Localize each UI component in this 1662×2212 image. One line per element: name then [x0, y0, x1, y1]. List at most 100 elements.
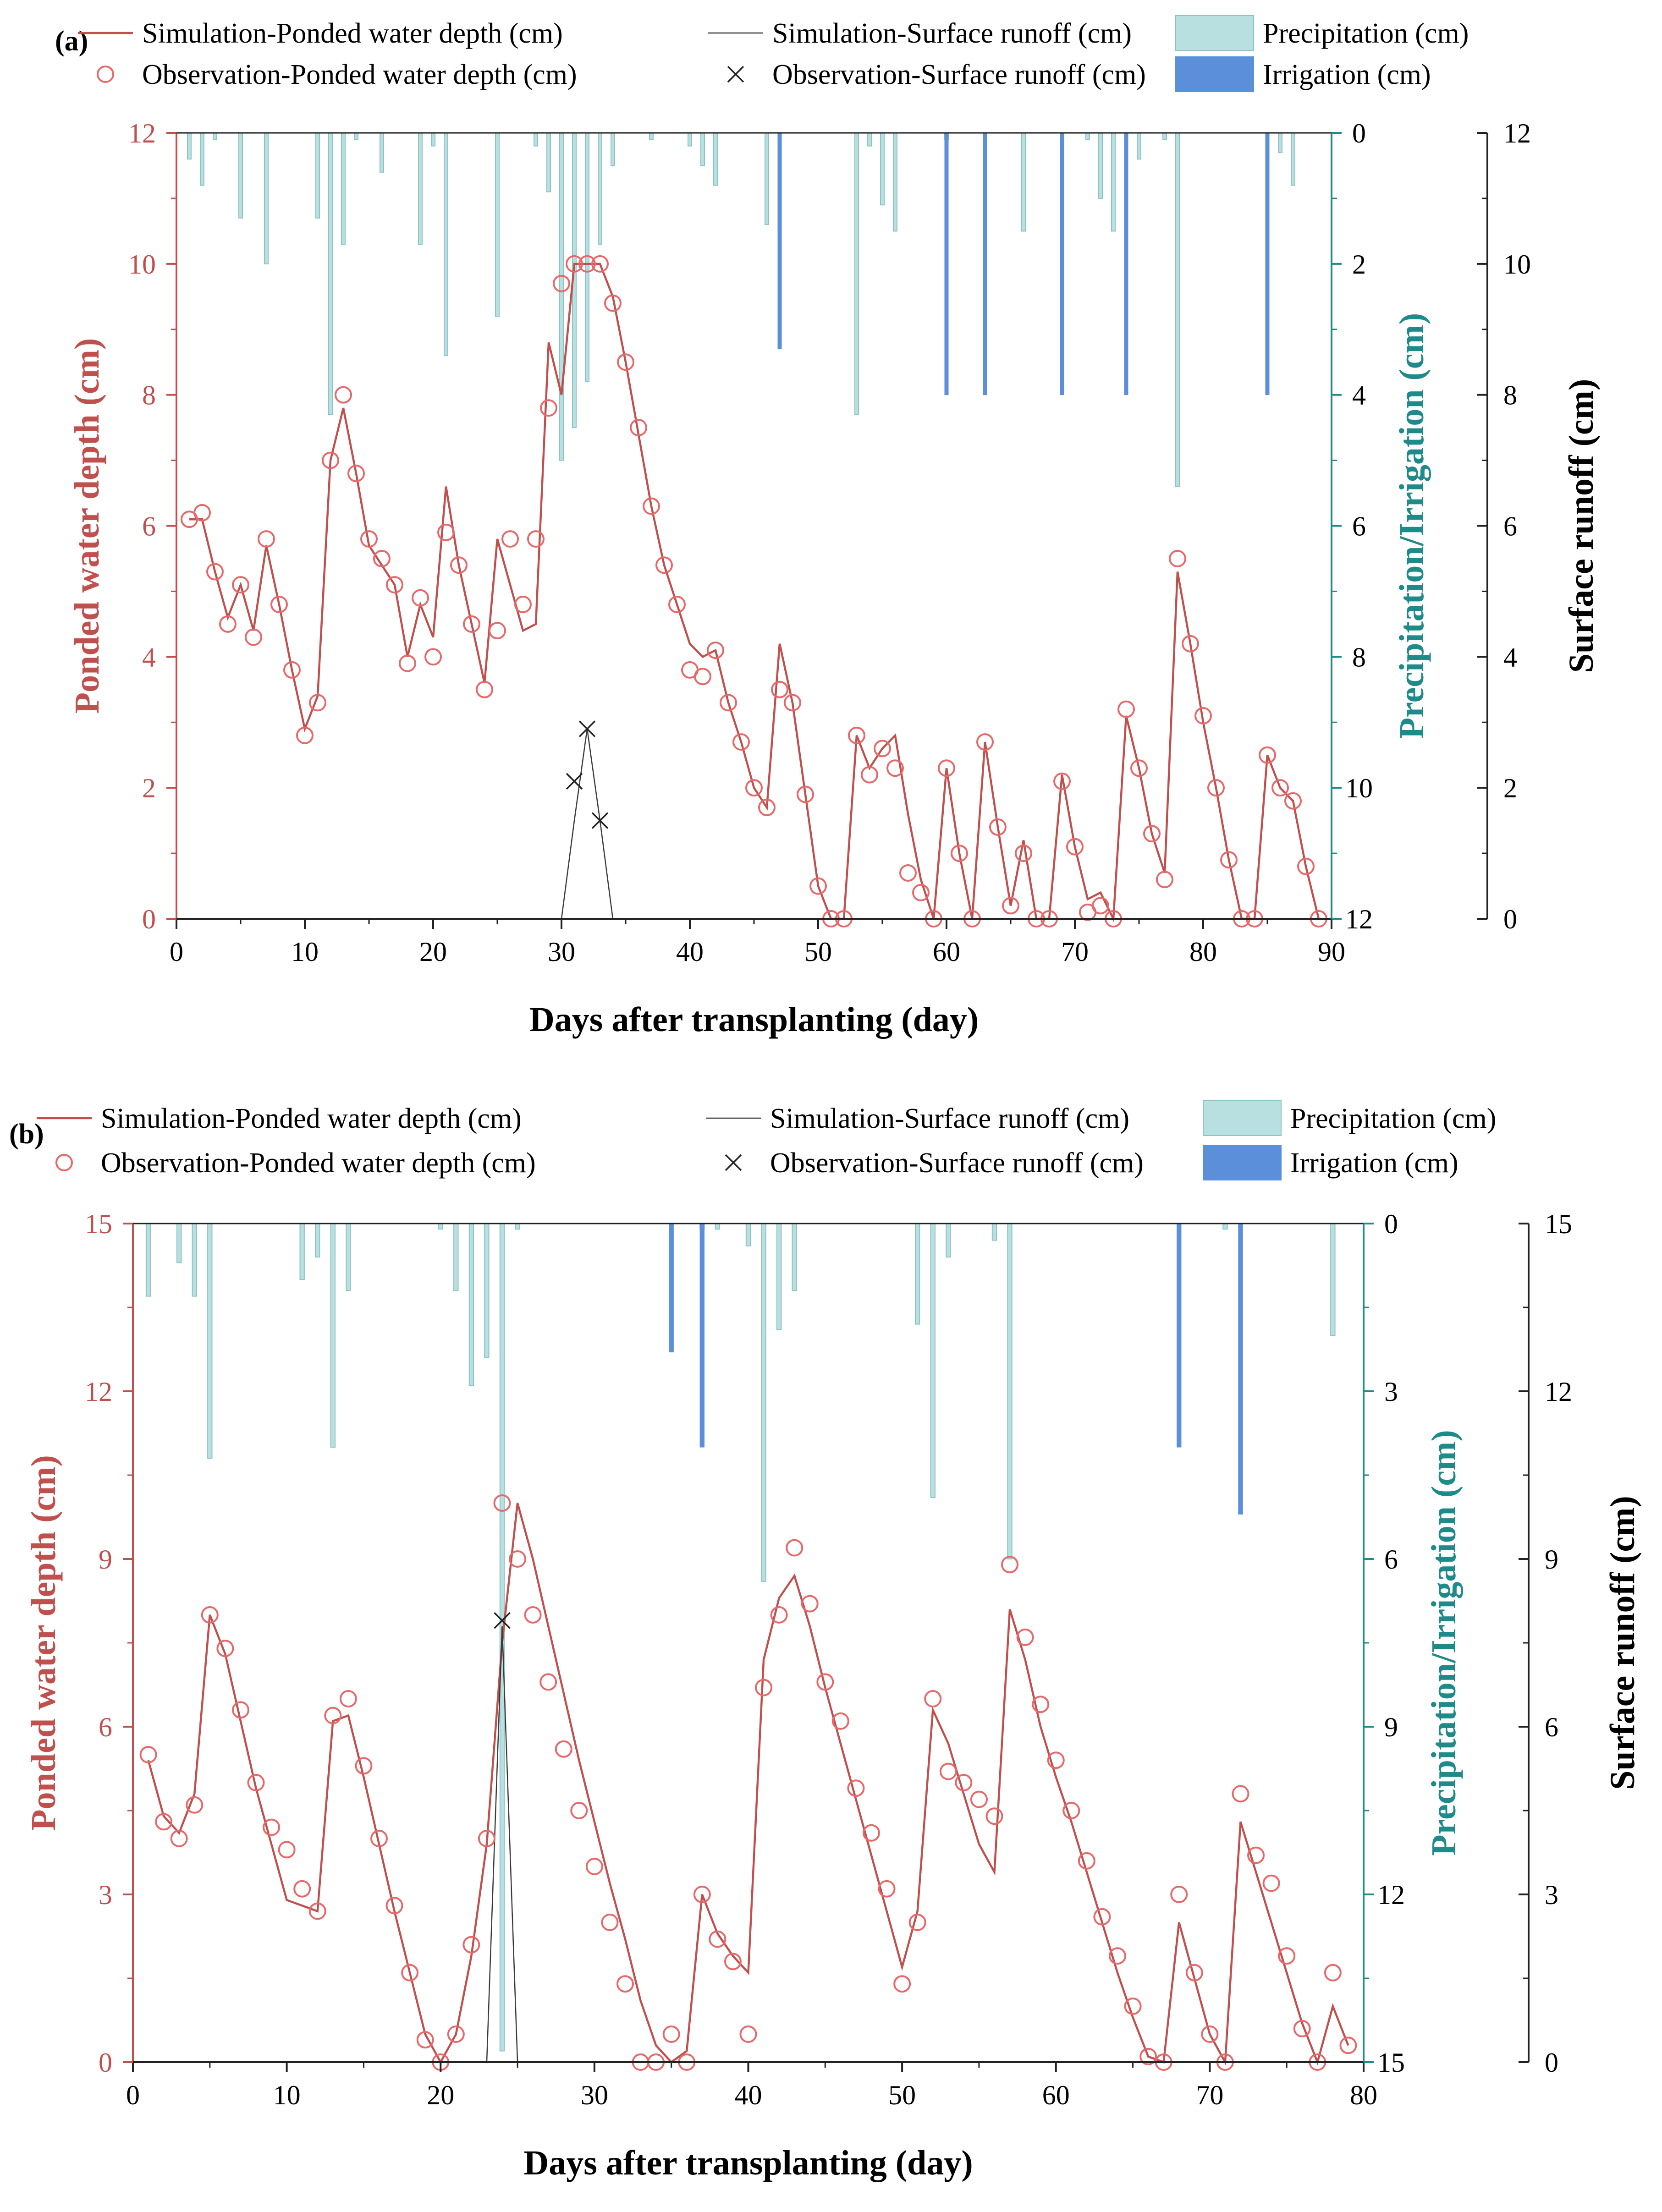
obs-ponded-point — [886, 759, 904, 777]
obs-ponded-point — [309, 694, 326, 712]
obs-ponded-point — [899, 864, 917, 882]
runoff-tick-label: 0 — [1503, 904, 1517, 934]
legend-obs-ponded-label: Observation-Ponded water depth (cm) — [142, 59, 577, 90]
obs-ponded-point — [1143, 825, 1161, 843]
precip-axis-title: Precipitation/Irrigation (cm) — [1392, 313, 1431, 739]
obs-ponded-point — [424, 648, 442, 666]
obs-ponded-point — [693, 1886, 711, 1903]
obs-ponded-point — [450, 556, 468, 574]
runoff-tick-label: 6 — [1545, 1712, 1558, 1742]
precip-bar — [444, 132, 448, 356]
obs-ponded-point — [970, 1790, 988, 1808]
panel-b-chart: (b) 0 10 20 30 40 50 60 70 80 0 3 6 9 12 15 0 3 6 9 12 15 0 3 6… — [9, 1100, 1642, 2182]
sim-runoff-line — [486, 1626, 518, 2063]
x-tick-label: 80 — [1350, 2080, 1377, 2110]
left-tick-label: 10 — [128, 249, 156, 280]
obs-ponded-point — [201, 1606, 219, 1624]
runoff-tick-label: 4 — [1503, 642, 1517, 672]
precip-tick-label: 6 — [1352, 511, 1366, 542]
obs-ponded-point — [416, 2031, 434, 2049]
precip-bar — [328, 132, 333, 415]
obs-ponded-point — [955, 1774, 973, 1791]
precip-bar — [611, 132, 615, 166]
obs-ponded-point — [1002, 897, 1019, 915]
runoff-tick-label: 12 — [1503, 118, 1531, 148]
obs-ponded-point — [401, 1964, 419, 1981]
precip-bar — [880, 132, 885, 206]
obs-ponded-point — [694, 668, 711, 686]
precip-bar — [867, 132, 872, 147]
obs-ponded-point — [339, 1690, 357, 1707]
obs-ponded-point — [283, 661, 301, 679]
obs-ponded-point — [951, 845, 968, 862]
obs-ponded-point — [1201, 2025, 1219, 2043]
obs-ponded-point — [1293, 2020, 1311, 2037]
x-axis-title: Days after transplanting (day) — [529, 1000, 979, 1039]
obs-ponded-point — [1262, 1874, 1280, 1892]
runoff-tick-label: 0 — [1545, 2047, 1558, 2078]
x-tick-label: 0 — [126, 2080, 140, 2110]
obs-ponded-point — [1062, 1802, 1080, 1819]
legend-sim-ponded-label: Simulation-Ponded water depth (cm) — [101, 1103, 522, 1134]
obs-ponded-point — [874, 740, 891, 757]
obs-ponded-point — [893, 1975, 911, 1993]
precip-bar — [431, 132, 435, 147]
precip-bar — [264, 132, 269, 264]
obs-ponded-point — [809, 877, 827, 895]
precip-bar — [176, 1223, 182, 1263]
legend-irrigation-swatch — [1175, 56, 1254, 92]
obs-ponded-point — [797, 785, 814, 803]
obs-ponded-point — [524, 1606, 542, 1624]
obs-ponded-point — [1271, 779, 1289, 797]
obs-runoff-point — [494, 1612, 511, 1629]
precip-bar — [515, 1223, 520, 1230]
obs-ponded-point — [831, 1712, 849, 1730]
precip-tick-label: 10 — [1345, 773, 1373, 803]
obs-ponded-point — [216, 1640, 234, 1658]
precip-tick-label: 0 — [1384, 1209, 1398, 1239]
obs-ponded-point — [1078, 1852, 1095, 1870]
left-tick-label: 12 — [128, 118, 156, 148]
precip-bar — [1085, 132, 1090, 140]
x-tick-label: 60 — [1042, 2080, 1070, 2110]
obs-ponded-point — [1053, 772, 1071, 790]
obs-ponded-point — [540, 399, 557, 417]
precip-bar — [546, 132, 551, 192]
precip-bar — [192, 1223, 197, 1297]
precip-bar — [649, 132, 654, 140]
obs-ponded-point — [786, 1539, 803, 1557]
obs-ponded-point — [616, 1975, 634, 1993]
obs-ponded-point — [270, 596, 288, 613]
obs-ponded-point — [1016, 1628, 1034, 1646]
legend-obs-runoff-swatch — [725, 1154, 742, 1171]
irrigation-bar — [944, 132, 949, 395]
precip-bar — [484, 1223, 490, 1358]
runoff-tick-label: 8 — [1503, 380, 1517, 411]
precip-tick-label: 6 — [1384, 1544, 1398, 1575]
left-axis-title: Ponded water depth (cm) — [68, 338, 106, 714]
obs-ponded-point — [232, 576, 249, 594]
obs-ponded-point — [360, 530, 378, 548]
precip-bar — [745, 1223, 751, 1246]
precip-bar — [598, 132, 602, 245]
legend-sim-runoff-label: Simulation-Surface runoff (cm) — [770, 1103, 1129, 1134]
obs-ponded-point — [278, 1841, 296, 1859]
precip-bar — [914, 1223, 920, 1325]
precip-tick-label: 4 — [1352, 380, 1366, 411]
obs-runoff-point — [566, 773, 583, 790]
precip-bar — [854, 132, 859, 415]
precip-tick-label: 2 — [1352, 249, 1366, 280]
precip-bar — [468, 1223, 474, 1386]
obs-ponded-point — [447, 2025, 465, 2043]
obs-ponded-point — [912, 884, 930, 901]
precip-bar — [1098, 132, 1103, 199]
obs-ponded-point — [1139, 2047, 1157, 2065]
runoff-tick-label: 15 — [1545, 1209, 1572, 1239]
obs-ponded-point — [493, 1494, 511, 1512]
obs-ponded-point — [509, 1550, 527, 1568]
precip-bar — [1291, 132, 1295, 186]
precip-tick-label: 8 — [1352, 642, 1366, 672]
obs-ponded-point — [437, 523, 455, 541]
obs-ponded-point — [585, 1858, 603, 1875]
